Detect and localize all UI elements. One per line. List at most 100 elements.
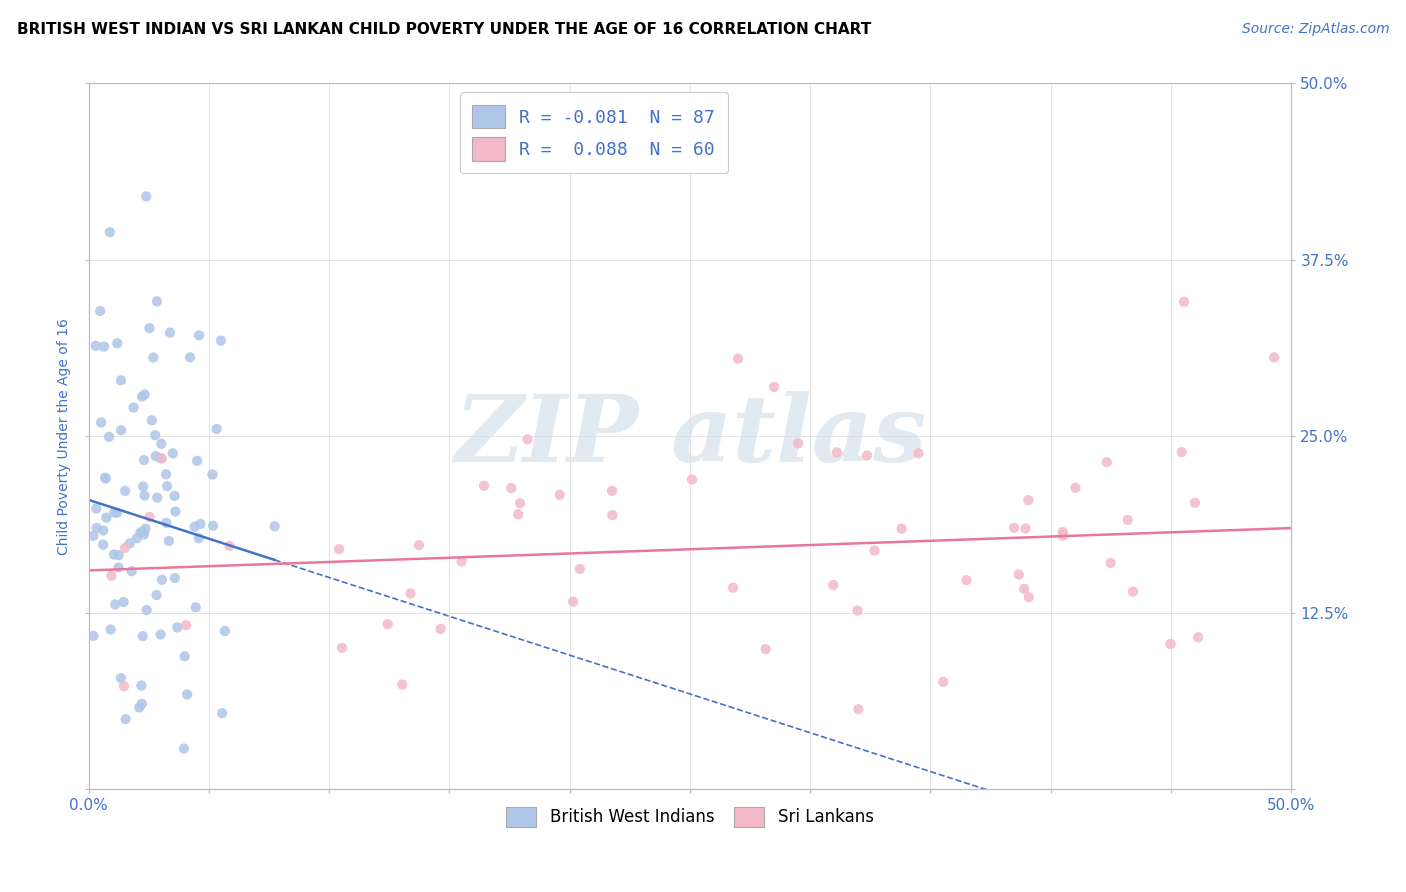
Point <box>1160 637 1182 651</box>
Point <box>94 471 117 485</box>
Point <box>450 554 472 568</box>
Point <box>86 501 108 516</box>
Point <box>955 573 977 587</box>
Point <box>1095 455 1118 469</box>
Point <box>110 423 132 437</box>
Point <box>856 449 879 463</box>
Point <box>187 531 209 545</box>
Point <box>156 479 179 493</box>
Point <box>103 548 125 562</box>
Point <box>134 489 156 503</box>
Point <box>134 387 156 401</box>
Point <box>107 560 129 574</box>
Point <box>118 536 141 550</box>
Point <box>114 712 136 726</box>
Point <box>179 351 201 365</box>
Point <box>131 389 153 403</box>
Point <box>1012 582 1035 596</box>
Point <box>150 437 173 451</box>
Point <box>600 483 623 498</box>
Point <box>1008 567 1031 582</box>
Point <box>1018 590 1040 604</box>
Point <box>112 679 135 693</box>
Point <box>145 588 167 602</box>
Point <box>150 573 173 587</box>
Point <box>150 451 173 466</box>
Point <box>135 603 157 617</box>
Point <box>846 604 869 618</box>
Point <box>1184 496 1206 510</box>
Point <box>1052 524 1074 539</box>
Point <box>755 642 778 657</box>
Point <box>391 677 413 691</box>
Point <box>157 533 180 548</box>
Point <box>1017 493 1039 508</box>
Point <box>132 479 155 493</box>
Point <box>86 521 108 535</box>
Point <box>90 416 112 430</box>
Point <box>1116 513 1139 527</box>
Point <box>890 522 912 536</box>
Point <box>138 321 160 335</box>
Point <box>548 488 571 502</box>
Point <box>399 586 422 600</box>
Point <box>681 472 703 486</box>
Point <box>721 581 744 595</box>
Point <box>132 527 155 541</box>
Point <box>472 479 495 493</box>
Point <box>82 629 104 643</box>
Point <box>263 519 285 533</box>
Point <box>163 571 186 585</box>
Point <box>1064 481 1087 495</box>
Point <box>110 671 132 685</box>
Point <box>98 430 121 444</box>
Point <box>155 467 177 482</box>
Point <box>135 189 157 203</box>
Point <box>1099 556 1122 570</box>
Point <box>183 519 205 533</box>
Point <box>562 594 585 608</box>
Point <box>429 622 451 636</box>
Point <box>205 422 228 436</box>
Point <box>122 401 145 415</box>
Point <box>125 531 148 545</box>
Point <box>763 380 786 394</box>
Point <box>128 700 150 714</box>
Point <box>508 508 530 522</box>
Point <box>114 541 136 555</box>
Point <box>328 542 350 557</box>
Point <box>787 436 810 450</box>
Point <box>825 445 848 459</box>
Point <box>103 505 125 519</box>
Point <box>377 617 399 632</box>
Point <box>129 525 152 540</box>
Point <box>932 674 955 689</box>
Y-axis label: Child Poverty Under the Age of 16: Child Poverty Under the Age of 16 <box>58 318 72 555</box>
Point <box>174 618 197 632</box>
Point <box>190 516 212 531</box>
Point <box>84 339 107 353</box>
Legend: British West Indians, Sri Lankans: British West Indians, Sri Lankans <box>499 800 880 834</box>
Point <box>1014 521 1036 535</box>
Point <box>176 688 198 702</box>
Point <box>209 334 232 348</box>
Point <box>188 328 211 343</box>
Text: BRITISH WEST INDIAN VS SRI LANKAN CHILD POVERTY UNDER THE AGE OF 16 CORRELATION : BRITISH WEST INDIAN VS SRI LANKAN CHILD … <box>17 22 872 37</box>
Point <box>516 432 538 446</box>
Point <box>165 504 187 518</box>
Point <box>155 516 177 530</box>
Point <box>1173 294 1195 309</box>
Point <box>173 741 195 756</box>
Point <box>98 225 121 239</box>
Point <box>132 629 155 643</box>
Point <box>501 481 523 495</box>
Point <box>163 489 186 503</box>
Point <box>134 522 156 536</box>
Point <box>184 600 207 615</box>
Point <box>145 449 167 463</box>
Point <box>82 529 104 543</box>
Point <box>94 471 117 485</box>
Point <box>1263 351 1285 365</box>
Point <box>132 524 155 539</box>
Point <box>907 446 929 460</box>
